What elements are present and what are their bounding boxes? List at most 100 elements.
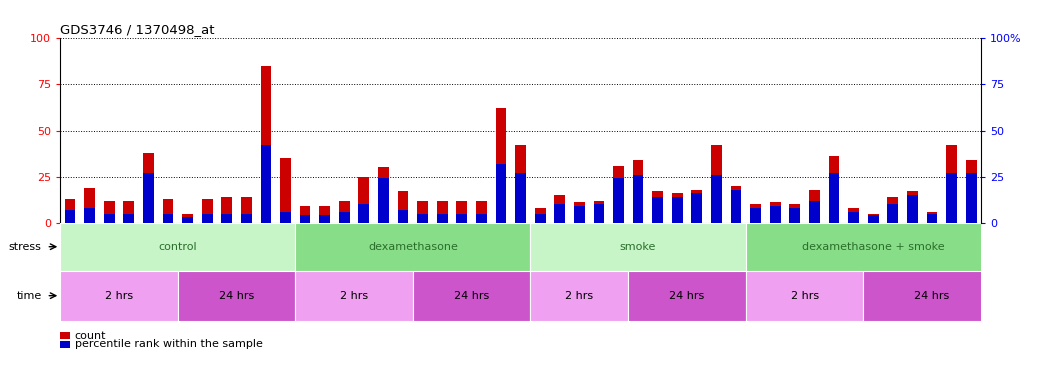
Bar: [804, 38, 824, 223]
Bar: [300, 206, 310, 223]
Bar: [358, 204, 370, 223]
Text: 24 hrs: 24 hrs: [670, 291, 705, 301]
Bar: [295, 38, 315, 223]
Bar: [711, 175, 721, 223]
Text: 24 hrs: 24 hrs: [219, 291, 254, 301]
Bar: [613, 179, 624, 223]
Bar: [495, 164, 507, 223]
Bar: [828, 173, 840, 223]
Bar: [594, 200, 604, 223]
Text: 2 hrs: 2 hrs: [791, 291, 819, 301]
Bar: [378, 167, 389, 223]
Bar: [746, 271, 864, 321]
Bar: [554, 195, 565, 223]
Bar: [378, 179, 389, 223]
Bar: [280, 158, 291, 223]
Text: percentile rank within the sample: percentile rank within the sample: [75, 339, 263, 349]
Bar: [338, 200, 350, 223]
Bar: [574, 202, 584, 223]
Bar: [750, 208, 761, 223]
Text: count: count: [75, 331, 106, 341]
Bar: [221, 197, 233, 223]
Bar: [844, 38, 864, 223]
Bar: [60, 38, 80, 223]
Bar: [163, 214, 173, 223]
Bar: [633, 160, 644, 223]
Text: dexamethasone: dexamethasone: [367, 242, 458, 252]
Bar: [241, 214, 251, 223]
Bar: [177, 271, 295, 321]
Bar: [574, 206, 584, 223]
Bar: [320, 215, 330, 223]
Bar: [124, 214, 134, 223]
Bar: [515, 145, 526, 223]
Text: control: control: [159, 242, 197, 252]
Bar: [261, 145, 271, 223]
Bar: [393, 38, 413, 223]
Bar: [182, 214, 193, 223]
Bar: [60, 223, 295, 271]
Bar: [320, 206, 330, 223]
Bar: [828, 156, 840, 223]
Bar: [163, 199, 173, 223]
Bar: [104, 200, 114, 223]
Bar: [687, 38, 707, 223]
Bar: [334, 38, 354, 223]
Bar: [64, 199, 76, 223]
Bar: [104, 214, 114, 223]
Bar: [809, 190, 820, 223]
Bar: [315, 38, 334, 223]
Bar: [809, 200, 820, 223]
Bar: [628, 271, 746, 321]
Bar: [672, 197, 683, 223]
Bar: [413, 271, 530, 321]
Bar: [648, 38, 667, 223]
Text: 2 hrs: 2 hrs: [340, 291, 368, 301]
Text: stress: stress: [9, 242, 42, 252]
Bar: [217, 38, 237, 223]
Bar: [60, 271, 177, 321]
Bar: [398, 191, 408, 223]
Bar: [143, 173, 154, 223]
Bar: [848, 212, 859, 223]
Bar: [256, 38, 276, 223]
Bar: [437, 200, 447, 223]
Bar: [965, 160, 977, 223]
Bar: [633, 175, 644, 223]
Bar: [883, 38, 903, 223]
Bar: [590, 38, 608, 223]
Bar: [457, 200, 467, 223]
Bar: [927, 214, 937, 223]
Text: time: time: [17, 291, 42, 301]
Text: 24 hrs: 24 hrs: [454, 291, 489, 301]
Bar: [338, 212, 350, 223]
Bar: [731, 190, 741, 223]
Bar: [197, 38, 217, 223]
Bar: [790, 208, 800, 223]
Bar: [374, 38, 393, 223]
Bar: [848, 208, 859, 223]
Bar: [691, 193, 703, 223]
Bar: [84, 188, 94, 223]
Bar: [672, 193, 683, 223]
Bar: [961, 38, 981, 223]
Bar: [785, 38, 804, 223]
Bar: [535, 208, 546, 223]
Bar: [535, 214, 546, 223]
Bar: [221, 214, 233, 223]
Bar: [711, 145, 721, 223]
Bar: [727, 38, 746, 223]
Bar: [907, 191, 918, 223]
Bar: [491, 38, 511, 223]
Bar: [628, 38, 648, 223]
Bar: [652, 197, 663, 223]
Bar: [182, 217, 193, 223]
Bar: [295, 271, 413, 321]
Bar: [731, 186, 741, 223]
Bar: [594, 204, 604, 223]
Bar: [554, 204, 565, 223]
Bar: [746, 223, 1001, 271]
Bar: [903, 38, 922, 223]
Bar: [550, 38, 570, 223]
Bar: [864, 38, 883, 223]
